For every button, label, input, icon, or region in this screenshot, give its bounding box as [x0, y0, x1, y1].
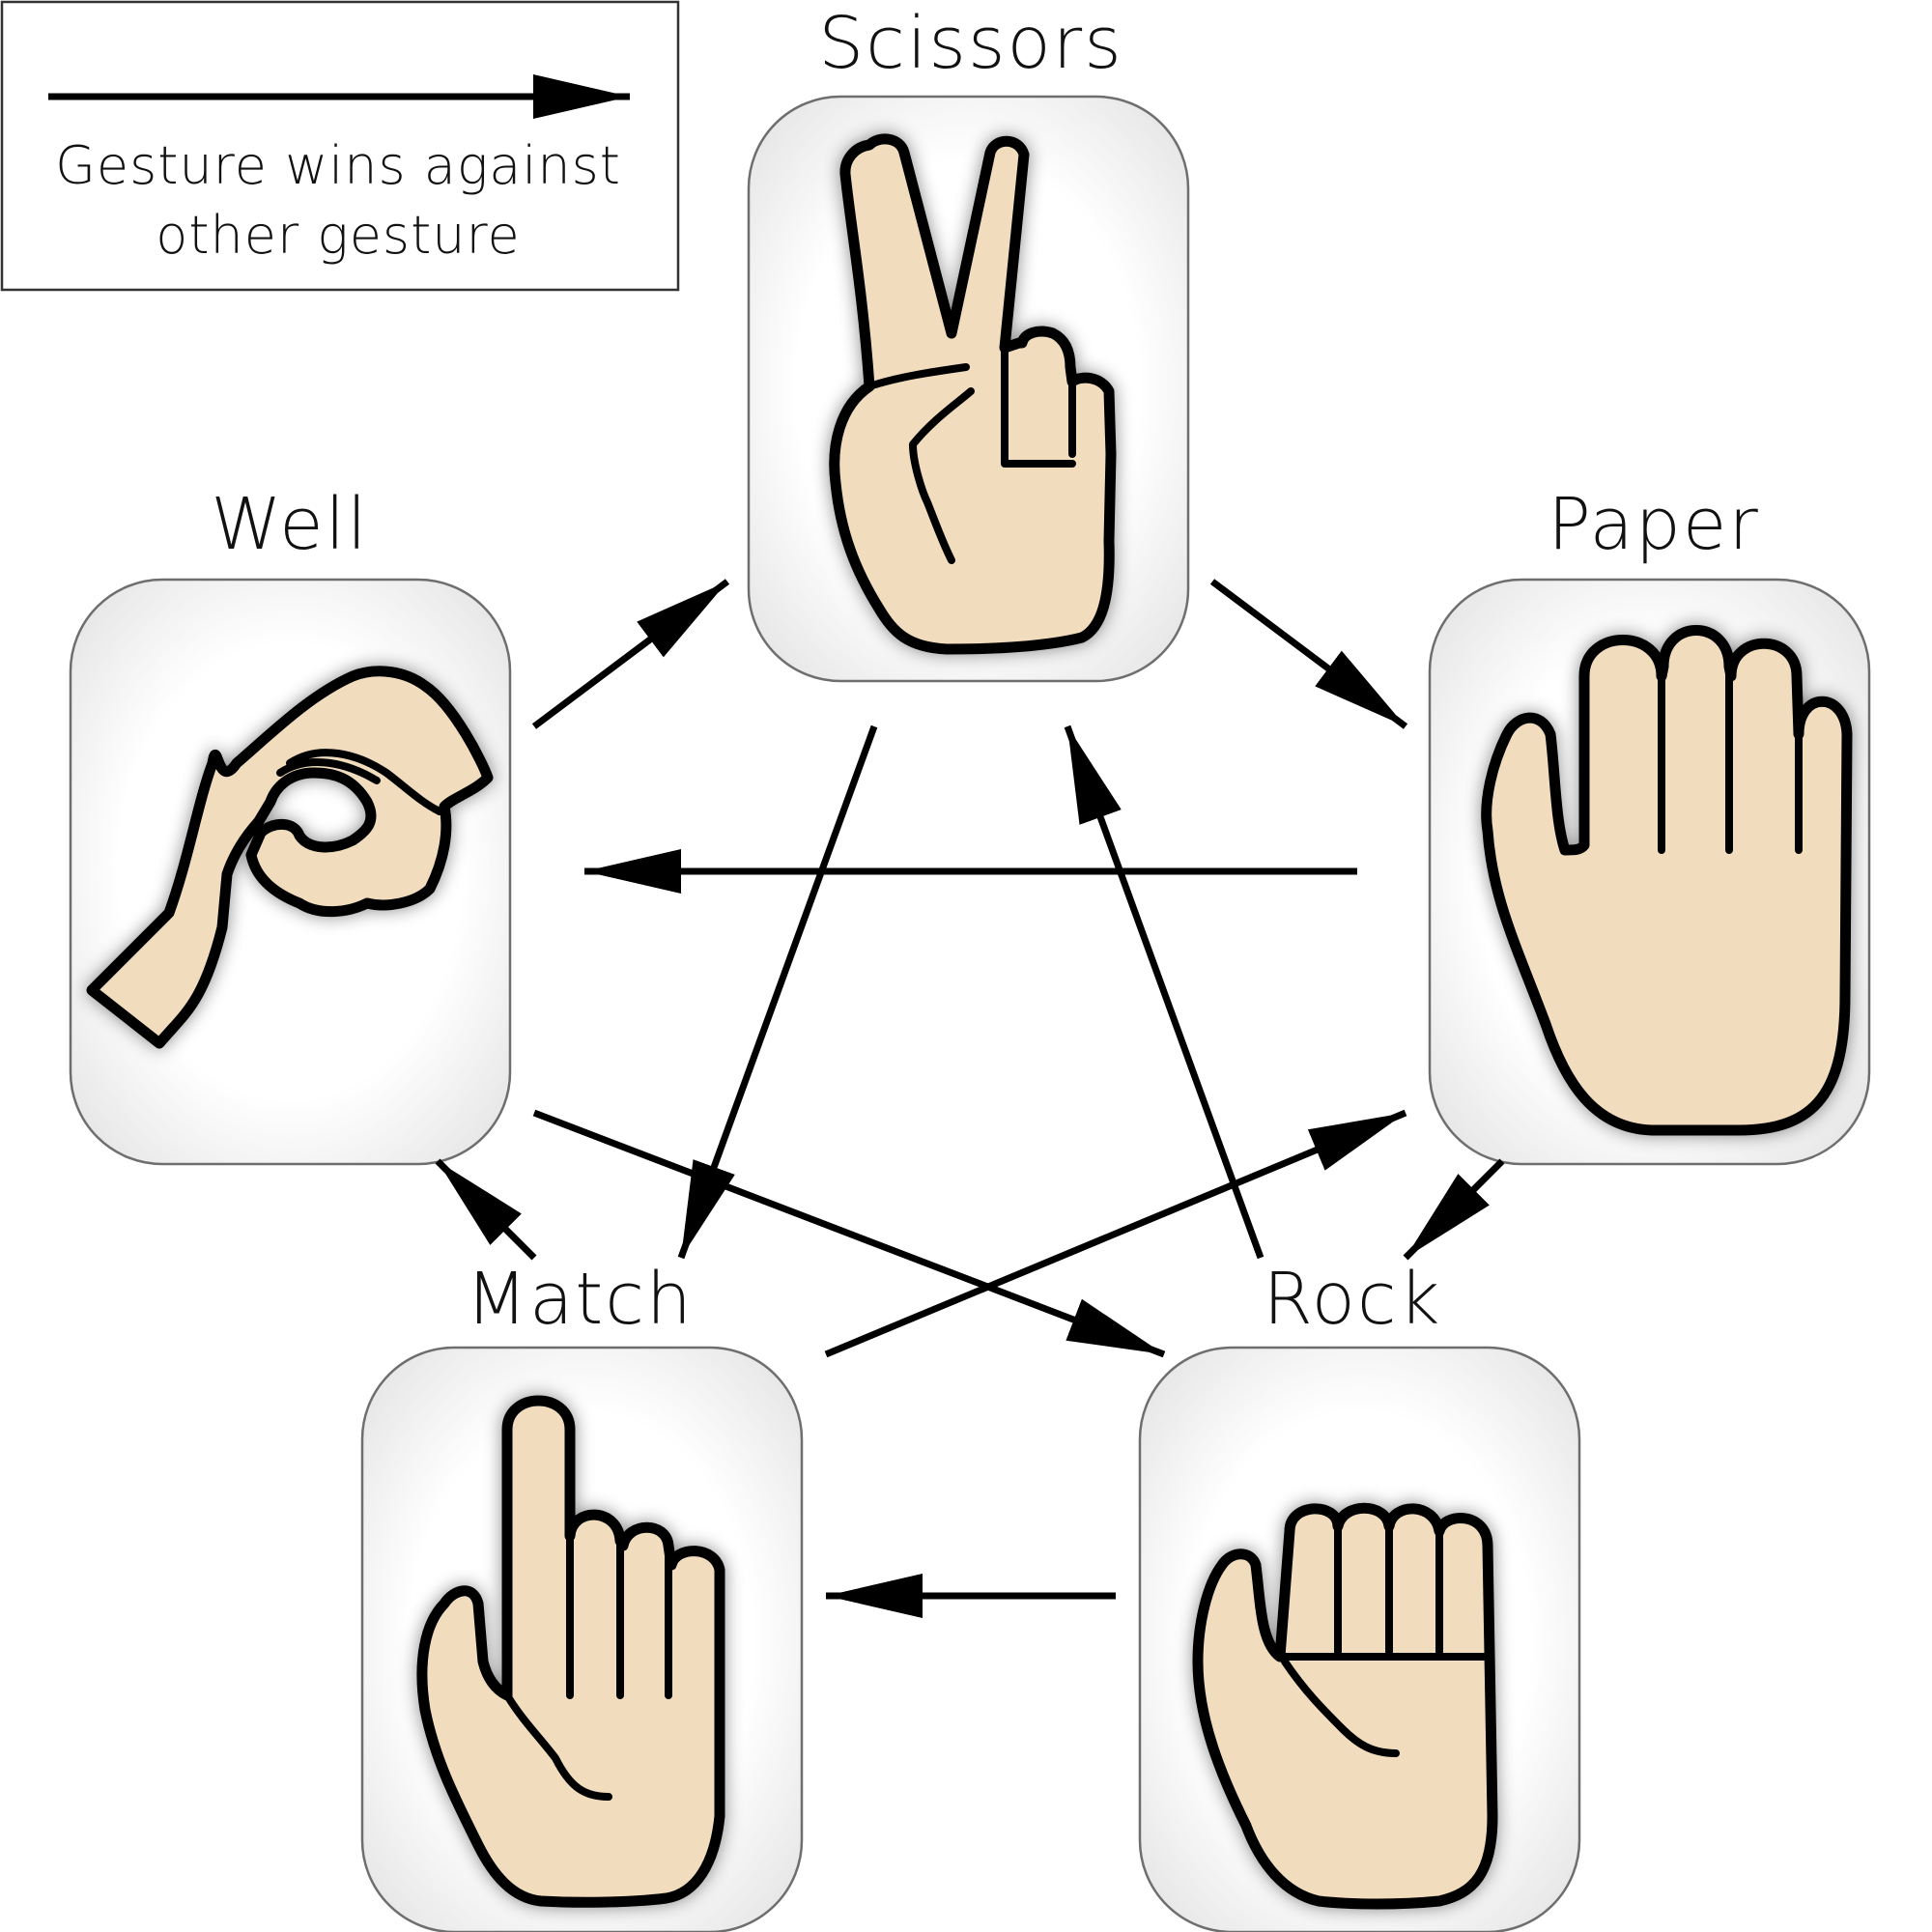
arrow-rock-scissors — [1064, 724, 1264, 1260]
rock-label: Rock — [1264, 1258, 1442, 1341]
arrow-paper-rock — [1403, 1158, 1505, 1261]
arrow-match-paper — [824, 1109, 1407, 1358]
arrow-match-well — [435, 1158, 537, 1261]
arrow-well-rock — [532, 1109, 1166, 1358]
relation-arrows — [435, 579, 1505, 1618]
scissors-label: Scissors — [818, 2, 1123, 85]
well-hand-icon — [86, 666, 494, 1049]
legend-text-line1: Gesture wins against — [55, 135, 621, 196]
arrow-well-scissors — [531, 579, 730, 729]
paper-label: Paper — [1548, 483, 1760, 566]
legend-text-line2: other gesture — [156, 205, 520, 266]
scissors-hand-icon — [829, 133, 1117, 655]
paper-hand-icon — [1481, 625, 1853, 1136]
match-label: Match — [466, 1258, 694, 1341]
arrow-scissors-match — [677, 724, 878, 1260]
match-hand-icon — [416, 1395, 725, 1908]
well-label: Well — [211, 483, 368, 566]
arrow-scissors-paper — [1209, 579, 1408, 729]
rock-hand-icon — [1192, 1502, 1498, 1910]
legend-box: Gesture wins against other gesture — [0, 0, 680, 292]
